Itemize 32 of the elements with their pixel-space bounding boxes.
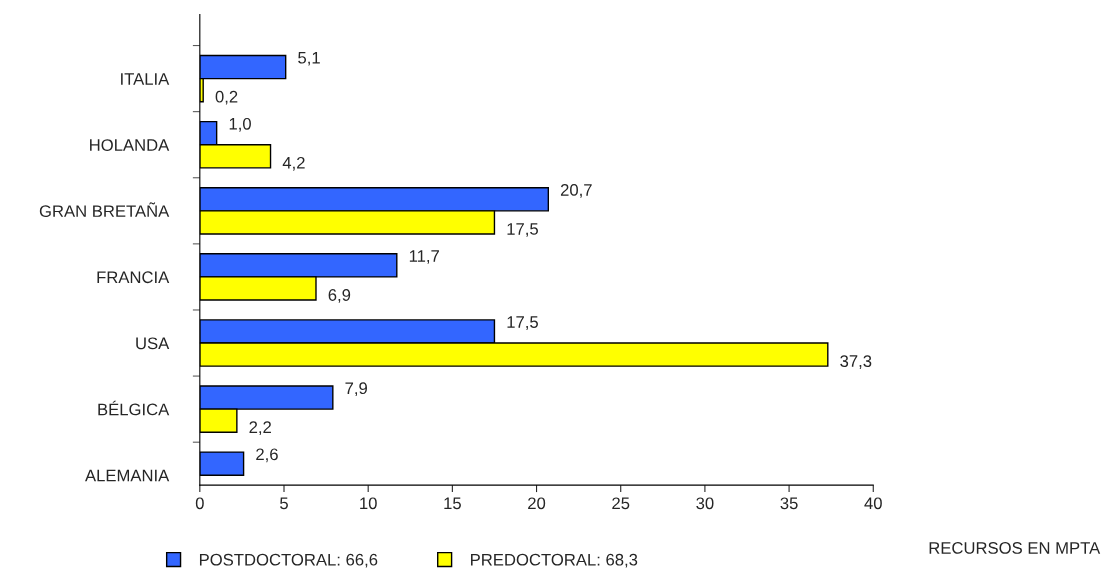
x-tick-label: 5 bbox=[280, 497, 288, 510]
y-tick-label: BÉLGICA bbox=[98, 400, 170, 416]
data-label: 37,3 bbox=[840, 355, 872, 369]
y-tick-label: GRAN BRETAÑA bbox=[39, 202, 170, 218]
data-label: 5,1 bbox=[298, 51, 320, 66]
legend-label: PREDOCTORAL: 68,3 bbox=[471, 553, 638, 568]
y-tick-label: FRANCIA bbox=[97, 271, 170, 284]
legend-label: POSTDOCTORAL: 66,6 bbox=[199, 553, 378, 568]
data-label: 7,9 bbox=[345, 382, 367, 397]
x-tick-label: 35 bbox=[780, 497, 798, 510]
data-label: 1,0 bbox=[229, 117, 251, 132]
x-tick-label: 10 bbox=[360, 497, 377, 510]
data-label: 20,7 bbox=[560, 184, 592, 198]
x-tick-label: 15 bbox=[444, 497, 461, 510]
y-tick-label: USA bbox=[136, 337, 170, 350]
data-label: 6,9 bbox=[328, 289, 351, 303]
data-label: 4,2 bbox=[282, 156, 305, 171]
data-label: 17,5 bbox=[507, 316, 538, 330]
x-tick-label: 25 bbox=[612, 497, 630, 510]
data-label: 2,2 bbox=[249, 421, 271, 436]
data-label: 17,5 bbox=[507, 223, 538, 237]
x-tick-label: 40 bbox=[864, 497, 882, 510]
data-label: 2,6 bbox=[256, 448, 278, 463]
y-tick-label: HOLANDA bbox=[90, 139, 170, 151]
data-label: 0,2 bbox=[215, 90, 238, 105]
x-tick-label: 30 bbox=[696, 497, 714, 510]
y-tick-label: ALEMANIA bbox=[85, 469, 170, 482]
x-axis-title: RECURSOS EN MPTA bbox=[929, 542, 1101, 554]
x-tick-label: 0 bbox=[195, 497, 204, 510]
y-tick-label: ITALIA bbox=[121, 73, 170, 85]
data-label: 11,7 bbox=[409, 250, 439, 264]
x-tick-label: 20 bbox=[528, 497, 546, 510]
